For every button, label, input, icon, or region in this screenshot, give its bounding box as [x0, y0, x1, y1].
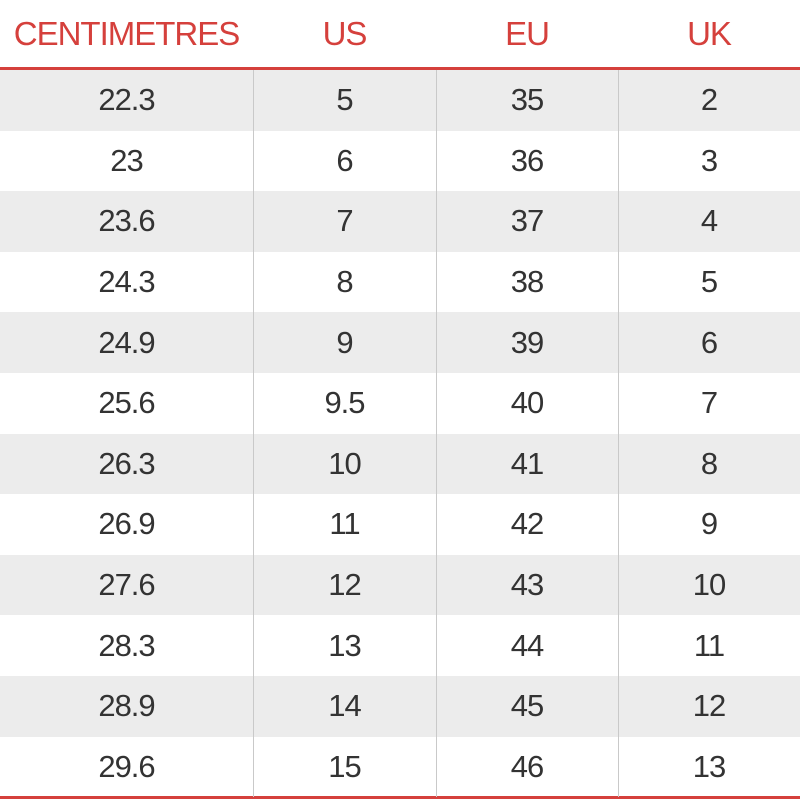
table-cell: 6 [700, 324, 718, 360]
header-rule [0, 67, 800, 70]
row-shade [0, 70, 800, 131]
table-cell: 28.9 [98, 688, 155, 724]
column-header: EU [505, 15, 550, 52]
table-cell: 8 [336, 264, 353, 300]
column-header: CENTIMETRES [13, 15, 241, 52]
table-cell: 35 [510, 82, 544, 118]
table-cell: 10 [692, 567, 726, 603]
table-cell: 22.3 [98, 82, 155, 118]
table-cell: 6 [336, 142, 353, 178]
table-cell: 38 [510, 264, 544, 300]
row-shade [0, 191, 800, 252]
table-cell: 41 [510, 445, 544, 481]
table-cell: 29.6 [98, 748, 155, 784]
table-cell: 8 [700, 445, 718, 481]
table-cell: 15 [328, 748, 361, 784]
table-cell: 3 [700, 142, 718, 178]
table-cell: 12 [328, 567, 361, 603]
column-divider [618, 70, 619, 798]
table-cell: 26.3 [98, 445, 155, 481]
table-cell: 25.6 [98, 385, 155, 421]
table-cell: 40 [510, 385, 544, 421]
column-header: US [322, 15, 368, 52]
table-cell: 9 [700, 506, 718, 542]
table-cell: 42 [510, 506, 544, 542]
table-cell: 44 [510, 627, 544, 663]
column-header: UK [687, 15, 732, 52]
column-divider [253, 70, 254, 798]
table-cell: 14 [328, 688, 361, 724]
table-cell: 23.6 [98, 203, 155, 239]
table-cell: 5 [700, 264, 718, 300]
table-cell: 10 [328, 445, 361, 481]
table-cell: 39 [510, 324, 544, 360]
table-cell: 11 [329, 506, 360, 542]
table-cell: 36 [510, 142, 544, 178]
row-shade [0, 554, 800, 616]
table-cell: 13 [692, 748, 726, 784]
table-cell: 26.9 [98, 506, 155, 542]
table-cell: 37 [510, 203, 544, 239]
table-cell: 9.5 [324, 385, 365, 421]
table-cell: 4 [700, 203, 718, 239]
row-shade [0, 676, 800, 737]
table-cell: 24.3 [98, 264, 155, 300]
bottom-rule [0, 796, 800, 799]
table-cell: 7 [336, 203, 353, 239]
table-cell: 24.9 [98, 324, 155, 360]
table-cell: 45 [510, 688, 544, 724]
row-shade [0, 433, 800, 495]
table-cell: 13 [328, 627, 361, 663]
table-cell: 27.6 [98, 567, 155, 603]
table-cell: 7 [700, 385, 718, 421]
column-divider [436, 70, 437, 798]
table-cell: 23 [110, 142, 143, 178]
table-cell: 46 [510, 748, 544, 784]
table-cell: 9 [336, 324, 353, 360]
table-cell: 5 [336, 82, 353, 118]
table-cell: 43 [510, 567, 544, 603]
table-cell: 11 [693, 627, 725, 663]
table-cell: 12 [692, 688, 726, 724]
table-cell: 2 [700, 82, 718, 118]
table-cell: 28.3 [98, 627, 155, 663]
row-shade [0, 312, 800, 373]
